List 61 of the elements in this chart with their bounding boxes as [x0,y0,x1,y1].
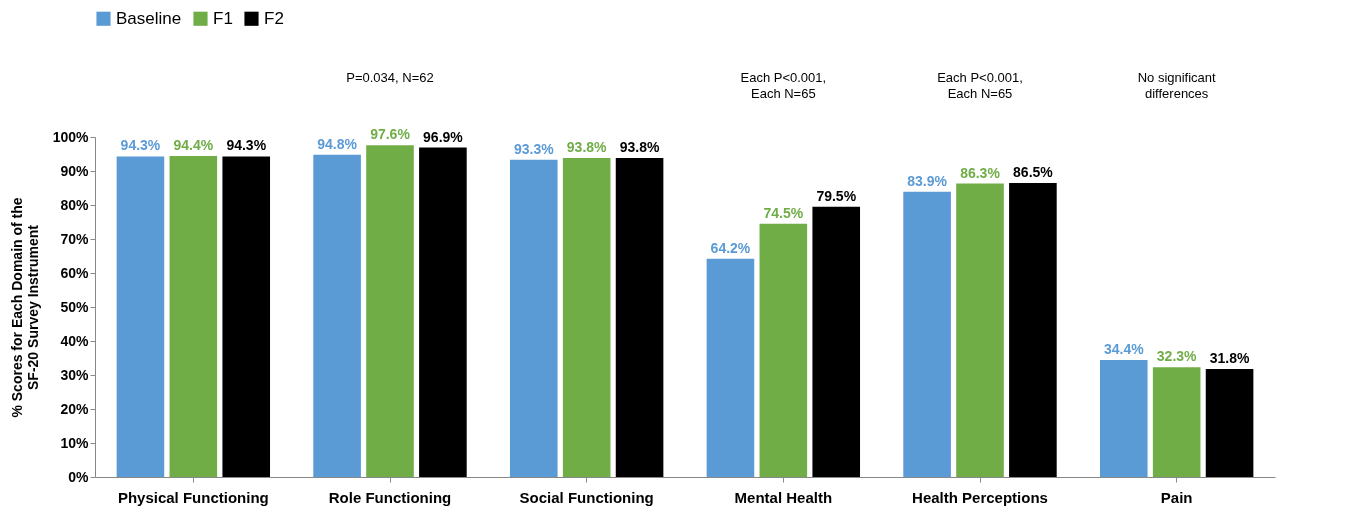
x-tick-label: Health Perceptions [912,488,1048,506]
y-tick-label: 90% [60,162,90,179]
text: P=0.034, N=62 [346,70,434,85]
bar [956,183,1004,477]
bar [1009,182,1057,477]
y-tick-label: 80% [60,196,90,213]
y-tick-label: 10% [60,434,90,451]
y-tick-label: 30% [60,366,90,383]
y-tick-label: 100% [52,128,90,145]
data-label: 94.3% [120,137,161,154]
legend-label: F2 [264,8,284,28]
x-tick-label: Social Functioning [519,488,654,506]
text: Each P<0.001, Each N=65 [740,70,827,101]
bar [759,223,808,477]
bar [116,156,165,477]
bar [615,158,664,477]
y-tick-label: 0% [68,468,90,485]
y-tick-label: 50% [60,298,90,315]
legend-label: Baseline [116,8,182,28]
data-label: 94.8% [317,135,358,152]
data-label: 34.4% [1103,341,1145,358]
bar [419,147,467,477]
data-label: 96.9% [423,128,464,145]
bar [313,154,361,477]
x-tick-label: Role Functioning [328,488,452,506]
data-label: 94.3% [226,137,267,154]
data-label: 64.2% [710,239,751,256]
y-axis-title: % Scores for Each Domain of the SF-20 Survey Instrument [8,197,41,418]
x-tick-label: Pain [1160,488,1193,506]
data-label: 94.4% [173,137,214,154]
bar [1205,368,1254,477]
data-label: 93.3% [513,140,555,157]
bar [903,191,951,477]
y-tick-label: 60% [60,264,90,281]
data-label: 97.6% [370,126,411,143]
y-tick-label: 40% [60,332,90,349]
bar [1099,360,1148,477]
data-label: 79.5% [816,187,857,204]
bar [366,145,414,477]
bar [812,206,861,477]
data-label: 32.3% [1156,348,1198,365]
legend-label: F1 [213,8,233,28]
data-label: 74.5% [763,204,804,221]
bar [169,156,218,477]
data-label: 93.8% [566,139,608,156]
text: No significant differences [1137,70,1217,101]
bar [1152,367,1201,477]
data-label: 31.8% [1209,349,1250,366]
bar [509,159,558,477]
x-tick-label: Physical Functioning [117,488,269,506]
bar [222,156,271,477]
data-label: 83.9% [907,172,948,189]
bar [706,258,755,477]
data-label: 86.5% [1013,163,1054,180]
x-tick-label: Mental Health [734,488,833,506]
bar [562,158,611,477]
y-tick-label: 20% [60,400,90,417]
text: Each P<0.001, Each N=65 [937,70,1023,101]
data-label: 86.3% [960,164,1001,181]
data-label: 93.8% [619,139,660,156]
y-tick-label: 70% [60,230,90,247]
